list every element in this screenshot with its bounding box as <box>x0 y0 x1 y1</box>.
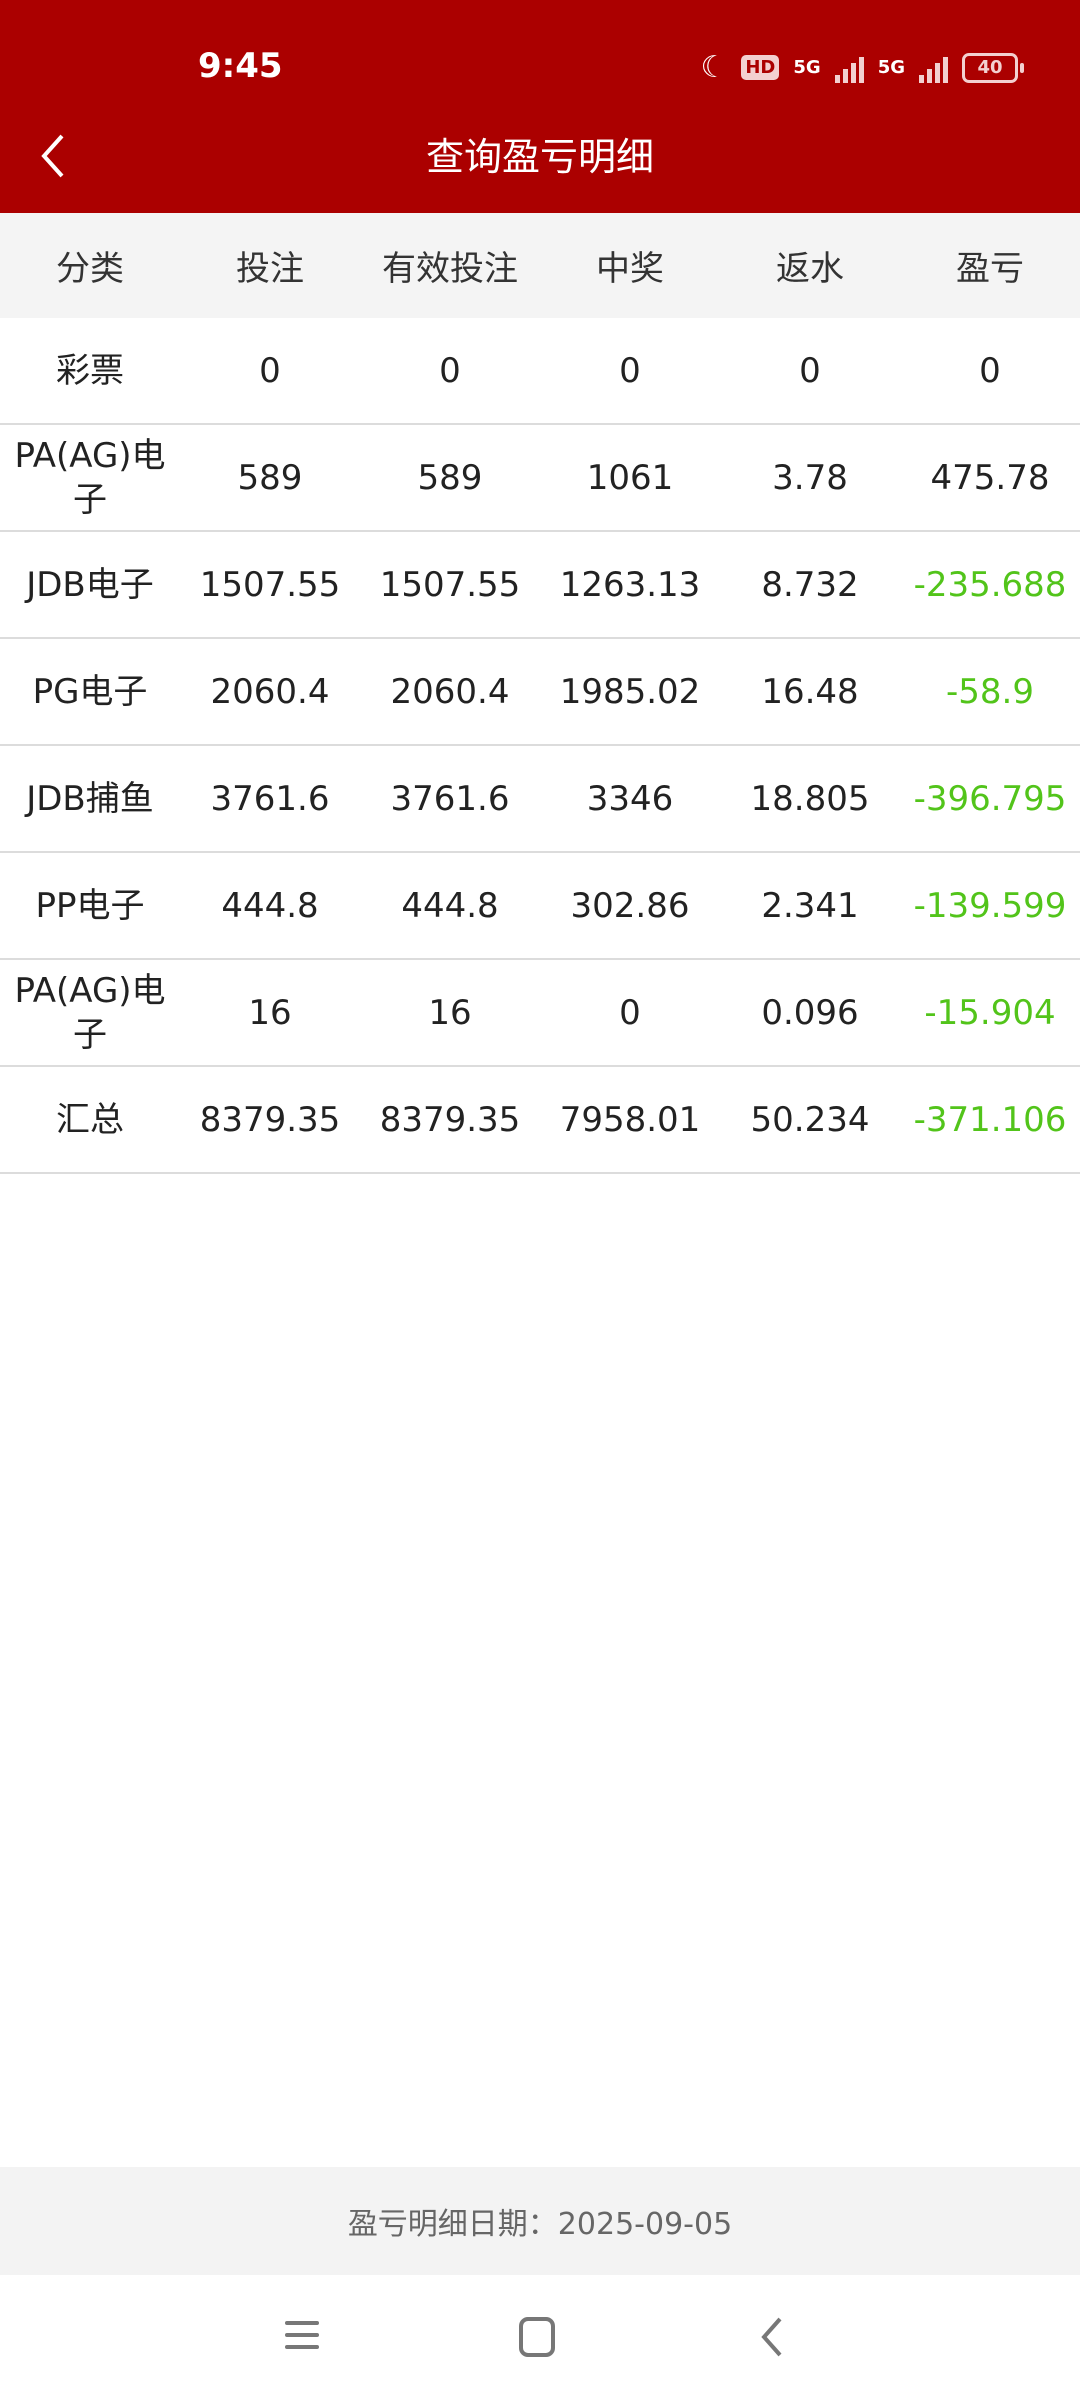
valid-bet-cell: 16 <box>428 992 472 1033</box>
table-row: PG电子 2060.4 2060.4 1985.02 16.48 -58.9 <box>0 639 1080 746</box>
profit-cell: -396.795 <box>913 778 1067 819</box>
menu-icon[interactable] <box>283 2315 323 2359</box>
net1-label: 5G <box>793 57 821 78</box>
table-row: JDB电子 1507.55 1507.55 1263.13 8.732 -235.688 <box>0 532 1080 639</box>
rebate-cell: 2.341 <box>761 885 859 926</box>
back-icon[interactable] <box>758 2315 788 2363</box>
rebate-cell: 18.805 <box>750 778 870 819</box>
bet-cell: 1507.55 <box>199 564 341 605</box>
column-header: 投注 <box>236 249 304 289</box>
table-row: PA(AG)电子 589 589 1061 3.78 475.78 <box>0 425 1080 532</box>
signal-icon <box>919 53 948 83</box>
category-cell: 汇总 <box>56 1099 124 1140</box>
profit-cell: 475.78 <box>930 457 1050 498</box>
bet-cell: 444.8 <box>221 885 319 926</box>
table-row: JDB捕鱼 3761.6 3761.6 3346 18.805 -396.795 <box>0 746 1080 853</box>
valid-bet-cell: 589 <box>417 457 483 498</box>
table-row: 彩票 0 0 0 0 0 <box>0 318 1080 425</box>
profit-cell: -58.9 <box>946 671 1034 712</box>
valid-bet-cell: 444.8 <box>401 885 499 926</box>
chevron-left-icon <box>41 134 64 178</box>
moon-icon: ☾ <box>700 50 728 85</box>
win-cell: 7958.01 <box>559 1099 701 1140</box>
valid-bet-cell: 2060.4 <box>390 671 510 712</box>
bet-cell: 2060.4 <box>210 671 330 712</box>
rebate-cell: 16.48 <box>761 671 859 712</box>
column-header: 盈亏 <box>956 249 1024 289</box>
date-footer: 盈亏明细日期：2025-09-05 <box>0 2167 1080 2275</box>
column-header: 返水 <box>776 249 844 289</box>
win-cell: 302.86 <box>570 885 690 926</box>
battery-icon: 40 <box>962 52 1024 83</box>
valid-bet-cell: 1507.55 <box>379 564 521 605</box>
profit-cell: 0 <box>979 350 1001 391</box>
status-icons: ☾ HD 5G 5G 40 <box>700 50 1024 85</box>
net2-label: 5G <box>877 57 905 78</box>
table-row: PA(AG)电子 16 16 0 0.096 -15.904 <box>0 960 1080 1067</box>
rebate-cell: 0 <box>799 350 821 391</box>
rebate-cell: 0.096 <box>761 992 859 1033</box>
profit-cell: -235.688 <box>913 564 1067 605</box>
profit-cell: -15.904 <box>924 992 1056 1033</box>
category-cell: JDB电子 <box>26 564 154 605</box>
table-header: 分类 投注 有效投注 中奖 返水 盈亏 <box>0 213 1080 318</box>
bet-cell: 3761.6 <box>210 778 330 819</box>
bet-cell: 8379.35 <box>199 1099 341 1140</box>
win-cell: 3346 <box>586 778 674 819</box>
category-cell: PP电子 <box>35 885 145 926</box>
column-header: 中奖 <box>596 249 664 289</box>
column-header: 有效投注 <box>382 249 518 289</box>
win-cell: 1263.13 <box>559 564 701 605</box>
win-cell: 1061 <box>586 457 674 498</box>
bet-cell: 0 <box>259 350 281 391</box>
bet-cell: 16 <box>248 992 292 1033</box>
app-header: 9:45 ☾ HD 5G 5G 40 查询盈亏明细 <box>0 0 1080 213</box>
category-cell: PG电子 <box>32 671 148 712</box>
signal-icon <box>834 53 864 83</box>
valid-bet-cell: 0 <box>439 350 461 391</box>
back-button[interactable] <box>36 130 76 180</box>
category-cell: JDB捕鱼 <box>26 778 154 819</box>
page-title: 查询盈亏明细 <box>425 135 654 179</box>
bet-cell: 589 <box>237 457 303 498</box>
rebate-cell: 8.732 <box>761 564 859 605</box>
category-cell: PA(AG)电子 <box>14 970 166 1055</box>
win-cell: 0 <box>619 992 641 1033</box>
table-body: 彩票 0 0 0 0 0 PA(AG)电子 589 589 1061 3.78 475.78 JDB电子… <box>0 318 1080 1174</box>
category-cell: PA(AG)电子 <box>14 435 166 520</box>
win-cell: 1985.02 <box>559 671 701 712</box>
win-cell: 0 <box>619 350 641 391</box>
detail-date: 盈亏明细日期：2025-09-05 <box>347 2207 733 2242</box>
profit-cell: -371.106 <box>913 1099 1067 1140</box>
profit-cell: -139.599 <box>913 885 1067 926</box>
valid-bet-cell: 8379.35 <box>379 1099 521 1140</box>
rebate-cell: 3.78 <box>772 457 848 498</box>
system-nav-bar <box>0 2275 1080 2400</box>
home-icon[interactable] <box>518 2315 558 2363</box>
category-cell: 彩票 <box>56 350 124 391</box>
valid-bet-cell: 3761.6 <box>390 778 510 819</box>
table-row: 汇总 8379.35 8379.35 7958.01 50.234 -371.106 <box>0 1067 1080 1174</box>
hd-icon: HD <box>741 55 780 80</box>
column-header: 分类 <box>56 249 124 289</box>
table-row: PP电子 444.8 444.8 302.86 2.341 -139.599 <box>0 853 1080 960</box>
status-time: 9:45 <box>198 46 283 86</box>
rebate-cell: 50.234 <box>750 1099 870 1140</box>
